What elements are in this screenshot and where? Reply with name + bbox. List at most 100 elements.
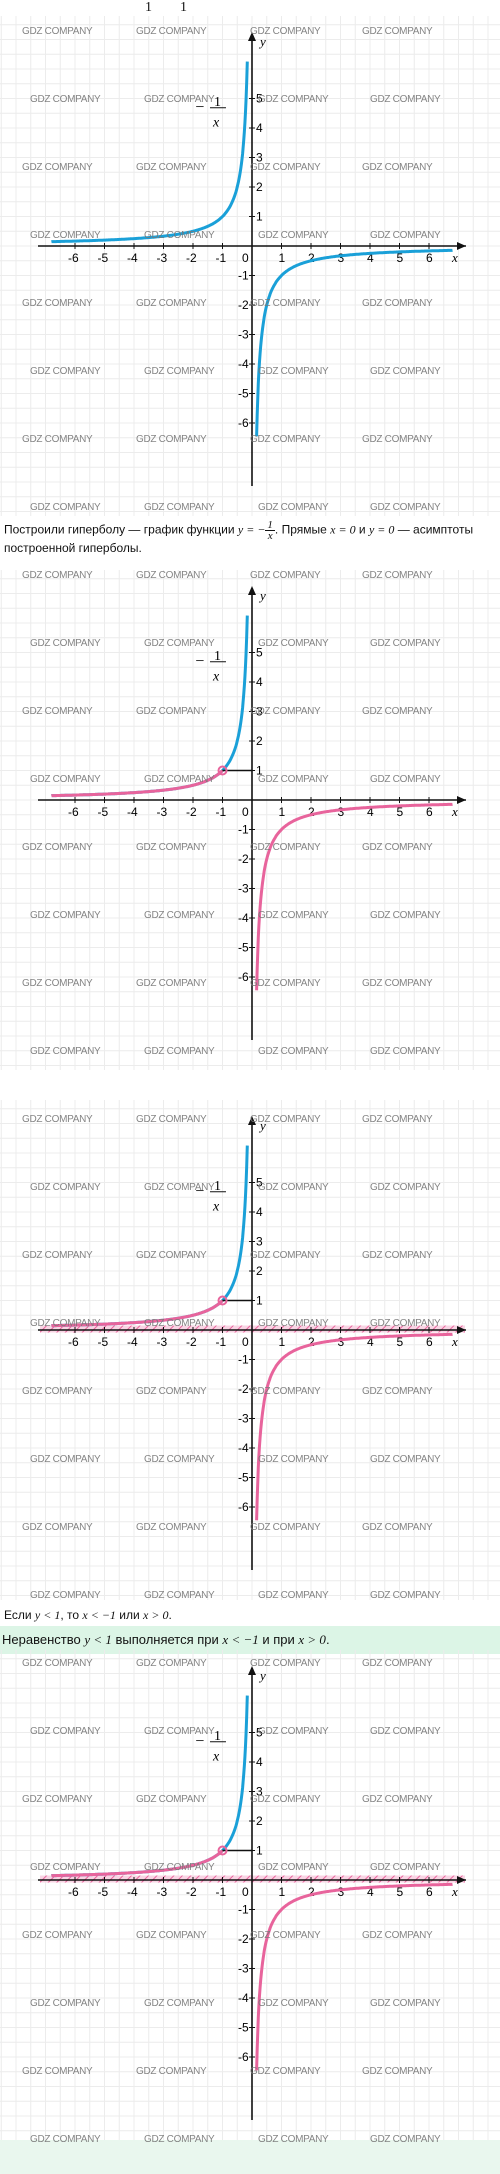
y-axis-arrow [248, 1116, 256, 1125]
x-tick-label: 4 [367, 251, 374, 265]
y-axis-label: y [258, 1668, 266, 1683]
y-tick-label: 1 [256, 210, 263, 224]
y-axis-label: y [258, 588, 266, 603]
y-tick-label: 1 [256, 1844, 263, 1858]
function-label: −1 x [195, 649, 226, 685]
grid [0, 16, 500, 516]
x-tick-label: -3 [157, 805, 168, 819]
x-tick-label: 5 [397, 1335, 404, 1349]
bottom-band [0, 2140, 500, 2174]
y-tick-label: 4 [256, 1205, 263, 1219]
y-tick-label: 2 [256, 734, 263, 748]
x-tick-label: 5 [397, 1885, 404, 1899]
x-tick-label: -2 [186, 1335, 197, 1349]
y-tick-label: -4 [238, 1441, 249, 1455]
function-label-sign: − [195, 1183, 204, 1200]
x-tick-label: -6 [68, 1885, 79, 1899]
fragment-digit: 1 [180, 0, 187, 14]
function-label: −1 x [195, 95, 226, 131]
y-tick-label: -5 [238, 387, 249, 401]
y-tick-label: -1 [238, 823, 249, 837]
x-tick-label: 5 [397, 251, 404, 265]
y-axis-label: y [258, 34, 266, 49]
x-tick-label: -4 [127, 1885, 138, 1899]
x-tick-label: 6 [426, 1885, 433, 1899]
x-tick-label: -2 [186, 1885, 197, 1899]
x-axis-arrow [457, 242, 466, 250]
y-tick-label: 3 [256, 705, 263, 719]
y-tick-label: -6 [238, 2050, 249, 2064]
y-tick-label: 2 [256, 1264, 263, 1278]
x-tick-label: -4 [127, 251, 138, 265]
function-label-num: 1 [214, 95, 221, 110]
x-tick-label: -1 [216, 251, 227, 265]
x-tick-label: -5 [98, 805, 109, 819]
y-tick-label: 1 [256, 764, 263, 778]
x-tick-label: -5 [98, 1885, 109, 1899]
y-tick-label: -3 [238, 882, 249, 896]
x-tick-label: 3 [338, 805, 345, 819]
hyperbola-left-branch [51, 61, 249, 244]
y-tick-label: 3 [256, 1785, 263, 1799]
x-tick-label: 1 [279, 251, 286, 265]
point-minus1-1 [217, 1845, 228, 1856]
hyperbola-left-highlight [51, 1849, 224, 1878]
x-tick-label: 0 [242, 1335, 249, 1349]
x-tick-label: 4 [367, 1885, 374, 1899]
hyperbola-left-highlight [51, 1299, 224, 1328]
function-label: −1 x [195, 1179, 226, 1215]
y-tick-label: -3 [238, 328, 249, 342]
x-tick-label: 3 [338, 251, 345, 265]
x-tick-label: 1 [279, 1335, 286, 1349]
hyperbola-right-branch [255, 248, 453, 437]
function-label-den: x [212, 1750, 220, 1765]
condition-text: Если y < 1, то x < −1 или x > 0. [4, 1608, 172, 1622]
graph-hyperbola-hatched: x y -6 -5 -4 -3 -2 -1 0 1 2 3 4 5 6 5 4 3 2 1 -1 -2 -3 -4 -5 -6−1… [0, 1100, 500, 1600]
y-tick-label: 4 [256, 675, 263, 689]
x-tick-label: -2 [186, 251, 197, 265]
hyperbola-left-highlight [51, 769, 224, 798]
y-tick-label: -1 [238, 1353, 249, 1367]
y-tick-label: -3 [238, 1962, 249, 1976]
x-axis-label: x [451, 250, 458, 265]
x-tick-label: 6 [426, 805, 433, 819]
x-tick-label: -3 [157, 1335, 168, 1349]
x-tick-label: 0 [242, 1885, 249, 1899]
y-tick-label: 5 [256, 1726, 263, 1740]
y-tick-label: -1 [238, 1903, 249, 1917]
y-tick-label: -6 [238, 970, 249, 984]
y-tick-label: 1 [256, 1294, 263, 1308]
y-tick-label: 5 [256, 1176, 263, 1190]
y-tick-label: 5 [256, 92, 263, 106]
hyperbola-right-branch [255, 1882, 453, 2071]
y-axis-arrow [248, 32, 256, 41]
function-label: −1 x [195, 1729, 226, 1765]
x-tick-label: 6 [426, 1335, 433, 1349]
function-label-sign: − [195, 99, 204, 116]
graph-hyperbola-final: x y -6 -5 -4 -3 -2 -1 0 1 2 3 4 5 6 5 4 3 2 1 -1 -2 -3 -4 -5 -6−1… [0, 1650, 500, 2150]
y-tick-label: -6 [238, 416, 249, 430]
function-label-num: 1 [214, 649, 221, 664]
x-tick-label: -4 [127, 1335, 138, 1349]
y-tick-label: -2 [238, 1382, 249, 1396]
x-tick-label: -1 [216, 1885, 227, 1899]
x-tick-label: 1 [279, 1885, 286, 1899]
point-minus1-1 [217, 765, 228, 776]
y-axis-arrow [248, 586, 256, 595]
x-tick-label: 1 [279, 805, 286, 819]
y-tick-label: 3 [256, 151, 263, 165]
x-axis-arrow [457, 796, 466, 804]
x-axis-arrow [457, 1326, 466, 1334]
x-tick-label: 3 [338, 1885, 345, 1899]
x-tick-label: -4 [127, 805, 138, 819]
y-tick-label: 3 [256, 1235, 263, 1249]
x-tick-label: 2 [308, 1335, 315, 1349]
x-tick-label: -1 [216, 1335, 227, 1349]
y-tick-label: -6 [238, 1500, 249, 1514]
answer-box: Неравенство y < 1 выполняется при x < −1… [0, 1626, 500, 1654]
x-tick-label: 2 [308, 251, 315, 265]
